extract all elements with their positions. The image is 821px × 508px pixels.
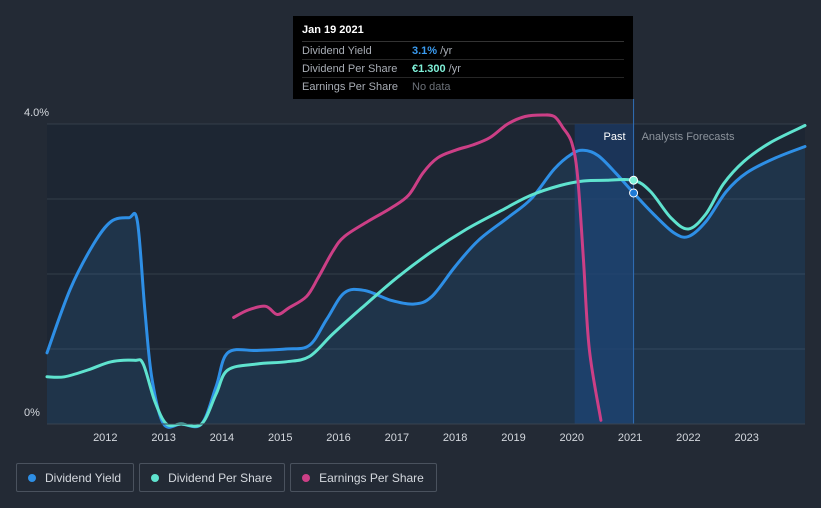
legend-earnings-per-share[interactable]: Earnings Per Share <box>290 463 437 492</box>
x-tick-label: 2020 <box>560 432 584 444</box>
tooltip-label: Dividend Yield <box>302 44 372 57</box>
x-tick-label: 2014 <box>210 432 234 444</box>
dividend-per-share-marker-dot <box>629 175 639 185</box>
x-tick-label: 2022 <box>676 432 700 444</box>
x-tick-label: 2021 <box>618 432 642 444</box>
y-tick-bottom: 0% <box>24 407 40 419</box>
tooltip: Jan 19 2021 Dividend Yield 3.1% /yr Divi… <box>293 16 633 99</box>
x-tick-label: 2013 <box>151 432 175 444</box>
x-tick-label: 2015 <box>268 432 292 444</box>
tooltip-unit: /yr <box>440 44 453 57</box>
earnings-per-share-line <box>232 113 603 422</box>
dividend-yield-line <box>45 145 807 429</box>
dividend-per-share-line <box>45 124 807 428</box>
legend-dot-icon <box>302 473 311 482</box>
dividend-yield-area <box>47 146 805 428</box>
tooltip-label: Earnings Per Share <box>302 80 398 93</box>
legend: Dividend Yield Dividend Per Share Earnin… <box>16 463 437 492</box>
tooltip-row-dividend-per-share: Dividend Per Share €1.300 /yr <box>302 60 624 78</box>
x-axis-ticks: 2012 2013 2014 2015 2016 2017 2018 2019 2020 2021… <box>93 432 759 444</box>
tooltip-date: Jan 19 2021 <box>302 24 624 42</box>
tooltip-value: No data <box>412 80 451 93</box>
x-tick-label: 2012 <box>93 432 117 444</box>
past-label: Past <box>604 131 626 143</box>
tooltip-value: €1.300 <box>412 62 446 75</box>
tooltip-row-earnings-per-share: Earnings Per Share No data <box>302 78 624 95</box>
legend-label: Dividend Per Share <box>168 470 273 485</box>
x-tick-label: 2017 <box>385 432 409 444</box>
y-tick-top: 4.0% <box>24 107 49 119</box>
tooltip-row-dividend-yield: Dividend Yield 3.1% /yr <box>302 42 624 60</box>
legend-dot-icon <box>151 473 160 482</box>
x-tick-label: 2019 <box>501 432 525 444</box>
dividend-yield-marker-dot <box>629 188 639 198</box>
x-tick-label: 2023 <box>734 432 758 444</box>
legend-label: Dividend Yield <box>45 470 122 485</box>
tooltip-unit: /yr <box>448 62 461 75</box>
x-tick-label: 2016 <box>326 432 350 444</box>
grid-lines <box>47 123 805 350</box>
legend-dot-icon <box>28 473 36 482</box>
forecast-label: Analysts Forecasts <box>642 131 735 143</box>
x-tick-label: 2018 <box>443 432 467 444</box>
legend-dividend-per-share[interactable]: Dividend Per Share <box>139 463 286 492</box>
tooltip-value: 3.1% <box>412 44 438 57</box>
legend-dividend-yield[interactable]: Dividend Yield <box>16 463 135 492</box>
tooltip-label: Dividend Per Share <box>302 62 398 75</box>
legend-label: Earnings Per Share <box>319 470 424 485</box>
